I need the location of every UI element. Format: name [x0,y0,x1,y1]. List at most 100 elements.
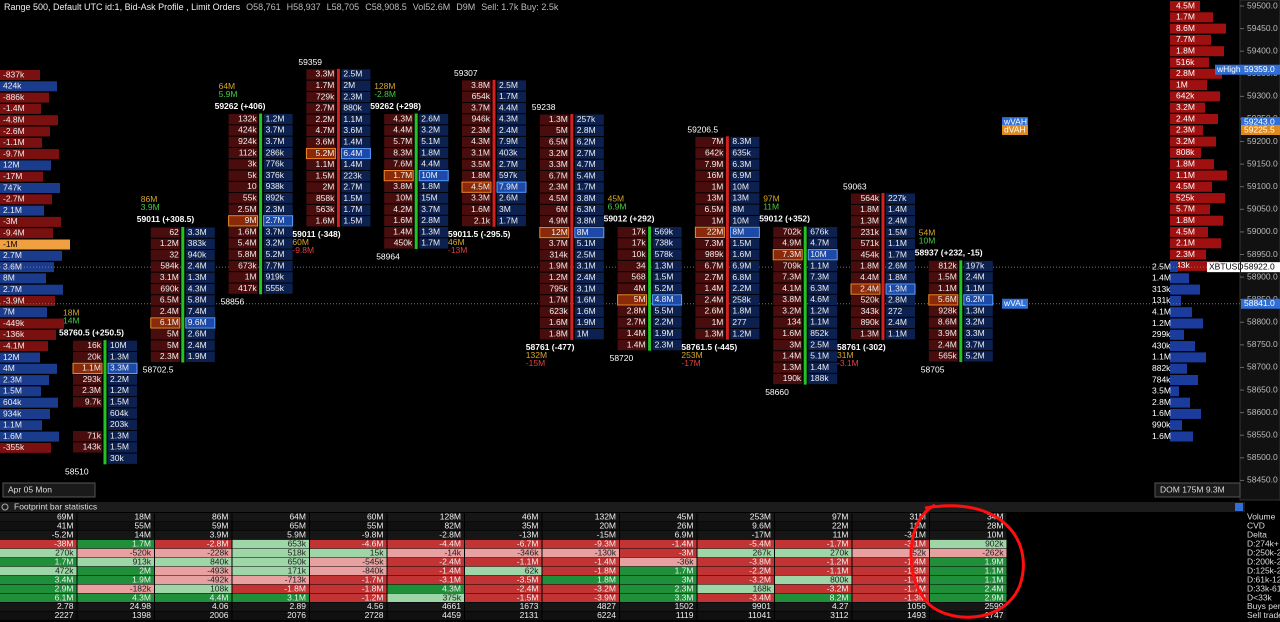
ask-cell [963,317,993,328]
ask-label: 1.1M [810,317,829,327]
ask-label: 1.3M [110,430,129,440]
ask-cell [263,249,293,260]
ask-label: 3.8M [577,193,596,203]
bid-cell [773,328,803,339]
level-tag-label: dVAH [1004,124,1026,134]
dom-ask-bar [1170,238,1221,249]
stat-cell [542,513,619,522]
stat-cell [930,593,1007,602]
profile-label: -355k [3,442,25,452]
stat-cell [930,611,1007,620]
stat-cell [387,539,464,549]
ask-cell [418,170,449,182]
bid-label: 3.1M [471,148,490,158]
settings-icon[interactable] [1,503,9,511]
ask-label: 223k [343,170,362,180]
bar-volume: 18M [63,307,80,317]
profile-bar [0,216,61,227]
bar-label: 58761 (-302) [837,342,886,352]
ask-label: 4.6M [810,294,829,304]
dom-bid-label: 784k [1152,374,1171,384]
stat-cell [775,521,852,531]
bid-cell [539,182,569,193]
ask-cell [730,193,760,204]
ask-cell [730,170,760,182]
ask-cell [185,317,216,329]
stat-cell [930,557,1007,567]
stat-value: -13M [519,530,538,540]
bid-cell [384,226,414,238]
stat-value: -1.3M [904,565,926,575]
ask-label: 1.5M [888,227,907,237]
ask-cell [185,250,215,261]
ask-cell [808,294,838,306]
price-badge [1241,117,1280,128]
stat-value: -3.2M [827,583,849,593]
ask-cell [885,283,916,295]
ask-cell [574,204,604,216]
bid-cell [384,147,414,159]
ask-label: 7.9M [499,181,518,191]
ask-cell [808,351,838,362]
stat-value: -1.3M [904,592,926,602]
stat-cell [697,557,774,567]
profile-label: -2.6M [3,126,25,136]
ask-cell [419,238,449,249]
bid-label: 2.4M [938,339,957,349]
ask-label: 555k [266,283,285,293]
profile-label: -3.9M [3,295,25,305]
bid-cell [383,170,414,182]
stat-value: -2.8M [439,530,461,540]
dom-box [1154,482,1241,498]
ask-label: 3.2M [966,317,985,327]
ask-cell [963,272,993,283]
dom-bid-label: 131k [1152,295,1171,305]
stat-cell [0,575,77,585]
ask-label: 1.3M [655,260,674,270]
stat-value: 6.1M [55,592,74,602]
stat-value: 1.7M [675,565,694,575]
dom-ask-label: 3.2M [1176,136,1195,146]
bar-label: 58761.5 (-445) [681,342,737,352]
ask-label: 7.9M [499,136,518,146]
ask-cell [574,193,604,204]
stat-cell [930,530,1007,540]
bid-cell [694,226,725,239]
bid-cell [773,362,803,373]
ask-label: 2.4M [888,317,907,327]
stat-cell [542,548,619,558]
bid-cell [306,103,336,114]
ask-label: 15M [421,192,438,202]
header-stat: H58,937 [286,2,321,12]
stat-value: 64M [289,512,306,522]
bar-extreme: 58720 [610,353,634,363]
stat-value: -14k [444,548,461,558]
ask-label: 10M [421,170,438,180]
bid-label: 2.8M [627,305,646,315]
stat-cell [232,602,309,611]
stat-value: 35M [522,521,539,531]
candle [103,340,107,465]
stat-value: -1.8M [362,583,384,593]
bid-cell [695,294,725,306]
close-button[interactable] [1235,503,1243,511]
ask-cell [108,397,137,408]
stat-value: -2.8M [207,539,229,549]
profile-bar [0,70,40,80]
bid-label: 6.1M [160,317,179,327]
stat-value: 4.27 [832,601,849,611]
dom-bid-label: 1.6M [1152,408,1171,418]
dom-ask-label: 1.8M [1176,45,1195,55]
ask-label: 203k [110,419,129,429]
bid-cell [851,216,880,227]
stat-cell [542,521,619,531]
level-tag [1002,125,1028,136]
bid-label: 1M [712,215,724,225]
ask-cell [730,328,760,340]
stat-cell [232,548,309,558]
ask-cell [497,170,526,182]
ask-label: 7.7M [266,260,285,270]
bid-label: 7.6M [393,159,412,169]
dom-ask-label: 8.6M [1176,23,1195,33]
ask-label: 3.3M [188,227,207,237]
